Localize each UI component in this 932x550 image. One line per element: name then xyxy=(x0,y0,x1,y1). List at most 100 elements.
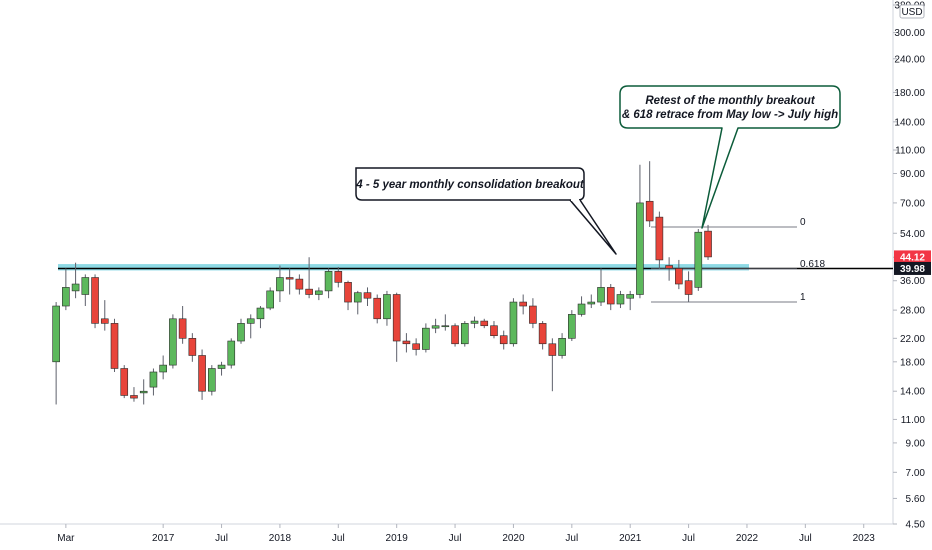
candle xyxy=(490,321,498,339)
candle-body-up xyxy=(324,271,333,292)
candle xyxy=(412,338,420,356)
x-tick: Jul xyxy=(449,524,461,544)
candle xyxy=(597,268,605,307)
fib-level[interactable]: 0 xyxy=(651,217,806,228)
candle xyxy=(120,365,129,399)
candle-body-down xyxy=(188,338,197,356)
y-tick-label: 240.00 xyxy=(894,54,925,65)
candle-body-up xyxy=(694,231,703,288)
candle-body-down xyxy=(334,271,343,283)
candle-body-up xyxy=(509,301,518,345)
candle-body-down xyxy=(684,280,693,295)
candle-body-down xyxy=(363,292,372,299)
x-tick-label: 2019 xyxy=(386,533,409,544)
y-tick-label: 90.00 xyxy=(900,169,925,180)
candle xyxy=(422,323,430,353)
fib-level[interactable]: 1 xyxy=(651,292,806,303)
candles xyxy=(52,161,712,405)
y-tick: 54.00 xyxy=(893,229,925,240)
y-tick: 4.50 xyxy=(893,520,925,531)
candle xyxy=(704,224,712,260)
x-tick: 2019 xyxy=(386,524,409,544)
x-tick: Jul xyxy=(682,524,695,544)
candle xyxy=(208,365,216,396)
x-tick: 2021 xyxy=(619,524,642,544)
candle-body-up xyxy=(353,292,362,303)
candle xyxy=(383,290,391,326)
y-tick: 9.00 xyxy=(893,438,925,449)
candle xyxy=(577,296,586,317)
candle-body-up xyxy=(383,294,391,320)
candle xyxy=(568,310,576,342)
x-tick: Jul xyxy=(799,524,812,544)
x-tick-label: Jul xyxy=(799,533,812,544)
candle-body-up xyxy=(597,287,605,303)
candle xyxy=(645,161,654,227)
candle xyxy=(665,257,673,281)
y-tick: 28.00 xyxy=(893,306,925,317)
candle-body-up xyxy=(246,318,255,324)
y-tick-label: 14.00 xyxy=(900,387,925,398)
candle-body-down xyxy=(675,268,683,285)
candle xyxy=(315,287,323,301)
y-tick: 18.00 xyxy=(893,357,925,368)
x-tick-label: 2023 xyxy=(853,533,876,544)
y-tick-label: 11.00 xyxy=(901,415,926,426)
candle-body-down xyxy=(480,320,489,327)
x-tick-label: Jul xyxy=(332,533,345,544)
annotations[interactable]: 4 - 5 year monthly consolidation breakou… xyxy=(355,85,841,255)
candle xyxy=(91,274,99,329)
candle-body-down xyxy=(91,277,99,324)
candle-body-down xyxy=(665,265,673,269)
x-tick: 2020 xyxy=(502,524,525,544)
candle-body-down xyxy=(100,318,109,324)
candle xyxy=(217,361,226,376)
price-tag: 44.12 xyxy=(894,250,931,264)
fib-level-label: 0.618 xyxy=(800,259,825,270)
y-tick: 11.00 xyxy=(893,415,925,426)
price-tag-label: 44.12 xyxy=(900,252,925,263)
candle xyxy=(130,387,138,402)
candle-body-up xyxy=(276,277,284,292)
candle-body-down xyxy=(285,277,294,280)
candle-body-up xyxy=(71,283,80,292)
candle-body-up xyxy=(315,290,323,295)
candle xyxy=(675,259,683,290)
x-tick: Jul xyxy=(565,524,578,544)
candle-body-up xyxy=(62,287,70,307)
fib-level-label: 1 xyxy=(800,292,806,303)
x-tick-label: Mar xyxy=(57,533,75,544)
candle xyxy=(256,306,265,329)
y-tick: 180.00 xyxy=(893,88,925,99)
price-axis-panel[interactable] xyxy=(893,0,932,550)
candle-body-down xyxy=(606,287,615,305)
candle xyxy=(636,164,644,299)
candle xyxy=(519,294,527,315)
candle xyxy=(227,338,236,369)
y-tick-label: 5.60 xyxy=(906,494,926,505)
candle xyxy=(285,268,294,295)
candle-body-down xyxy=(305,288,313,295)
candle-body-up xyxy=(577,303,586,315)
y-tick-label: 300.00 xyxy=(894,28,925,39)
callout-retest[interactable]: Retest of the monthly breakout & 618 retr… xyxy=(619,85,841,229)
candle xyxy=(237,318,245,344)
candle xyxy=(266,287,274,311)
x-tick: 2023 xyxy=(853,524,876,544)
candle xyxy=(188,333,197,362)
callout-text: Retest of the monthly breakout & 618 retr… xyxy=(622,95,838,121)
callout-consolidation-breakout[interactable]: 4 - 5 year monthly consolidation breakou… xyxy=(355,167,617,255)
currency-box[interactable]: USD xyxy=(899,4,925,19)
candle-body-up xyxy=(149,371,158,388)
x-tick-label: 2020 xyxy=(502,533,525,544)
y-tick: 7.00 xyxy=(893,468,925,479)
y-tick-label: 18.00 xyxy=(900,357,925,368)
candle-body-down xyxy=(402,340,411,345)
y-tick-label: 140.00 xyxy=(894,117,925,128)
fibonacci-retracement[interactable]: 0 0.618 1 xyxy=(651,217,825,303)
y-tick: 140.00 xyxy=(893,117,925,128)
candle xyxy=(198,349,206,400)
candle-body-down xyxy=(198,355,206,392)
